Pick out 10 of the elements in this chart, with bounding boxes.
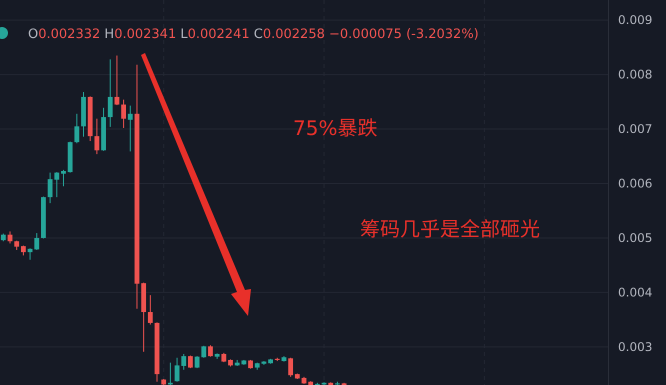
y-tick-label: 0.005 <box>618 230 652 245</box>
y-tick-label: 0.007 <box>618 122 652 136</box>
y-tick-label: 0.006 <box>618 176 652 191</box>
y-tick-label: 0.009 <box>618 13 652 28</box>
annotation: 75%暴跌 <box>293 116 378 140</box>
annotation: 筹码几乎是全部砸光 <box>360 217 540 241</box>
text: O0.002332 H0.002341 L0.002241 C0.002258 −0.000075 (-3.2032%) <box>28 27 479 42</box>
y-tick-label: 0.004 <box>618 285 652 300</box>
y-tick-label: 0.003 <box>618 340 652 354</box>
y-tick-label: 0.008 <box>618 68 652 82</box>
